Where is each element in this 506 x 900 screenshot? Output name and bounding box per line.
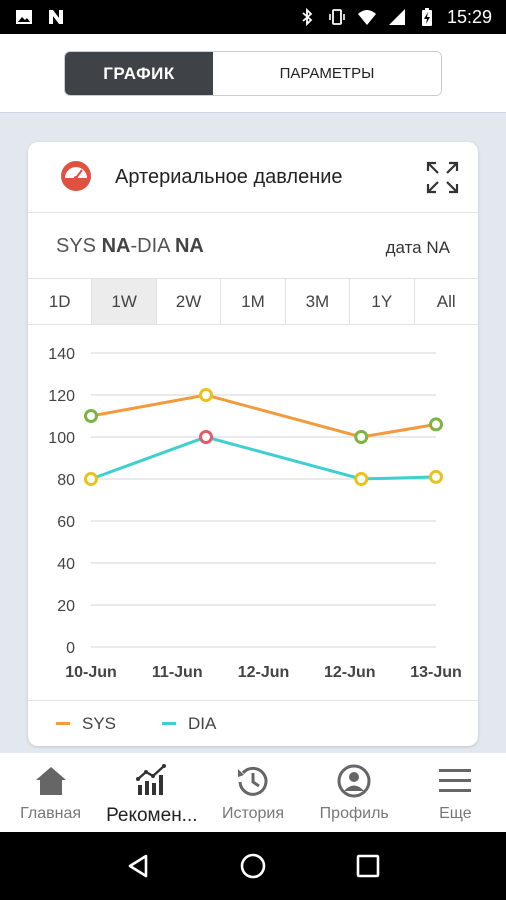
y-tick-label: 140 (48, 346, 75, 363)
nav-profile[interactable]: Профиль (304, 753, 405, 832)
x-tick-label: 10-Jun (65, 664, 117, 681)
recents-icon[interactable] (354, 852, 382, 880)
vibrate-icon (329, 9, 345, 25)
dia-value: NA (174, 235, 204, 257)
reading-date: дата NA (386, 238, 450, 258)
nav-history[interactable]: История (202, 753, 303, 832)
date-label: дата (385, 238, 422, 257)
nav-history-label: История (221, 805, 285, 822)
system-nav-bar (0, 832, 506, 900)
y-tick-label: 120 (48, 388, 75, 405)
legend-label-dia: DIA (188, 713, 217, 733)
card-title: Артериальное давление (115, 166, 343, 188)
data-point-dia (429, 469, 443, 484)
y-tick-label: 40 (57, 556, 75, 573)
blood-pressure-card: Артериальное давление SYS NA-DIA NA дата… (28, 142, 478, 746)
legend-item-sys: SYS (56, 714, 116, 734)
y-tick-label: 0 (66, 640, 75, 657)
series-line-dia (90, 435, 437, 481)
top-bar: ГРАФИК ПАРАМЕТРЫ (0, 34, 506, 113)
nav-more-label: Еще (439, 805, 472, 822)
legend-label-sys: SYS (82, 713, 117, 733)
range-3m[interactable]: 3M (286, 279, 351, 324)
chart-legend: SYS DIA (28, 700, 478, 746)
y-tick-label: 20 (57, 598, 75, 615)
view-tabs: ГРАФИК ПАРАМЕТРЫ (64, 51, 442, 96)
gauge-icon (61, 161, 91, 191)
nav-recommendations[interactable]: Рекомен... (101, 753, 202, 832)
menu-icon (439, 769, 472, 792)
range-1d[interactable]: 1D (28, 279, 93, 324)
data-point-dia (199, 430, 213, 444)
expand-icon[interactable] (426, 161, 459, 194)
readings-row: SYS NA-DIA NA дата NA (28, 213, 478, 279)
back-icon[interactable] (124, 852, 152, 880)
image-icon (16, 10, 32, 24)
n-app-icon (49, 10, 63, 24)
bp-reading: SYS NA-DIA NA (56, 235, 204, 258)
data-point-sys (354, 430, 369, 444)
data-point-sys (199, 388, 213, 402)
sys-label: SYS (56, 235, 97, 257)
range-2w[interactable]: 2W (157, 279, 222, 324)
range-selector: 1D 1W 2W 1M 3M 1Y All (28, 279, 478, 325)
wifi-icon (357, 10, 376, 25)
status-time: 15:29 (446, 6, 492, 27)
nav-home[interactable]: Главная (0, 753, 101, 832)
data-point-sys (84, 409, 98, 423)
nav-recommendations-label: Рекомен... (106, 805, 198, 826)
legend-swatch-dia (162, 722, 177, 725)
x-tick-label: 11-Jun (152, 664, 203, 681)
bp-line-chart: 0 20 40 60 80 100 120 140 10-Jun 11-Jun 12-Jun 12-J… (48, 346, 462, 681)
status-bar: 15:29 (0, 0, 506, 34)
sys-value: NA (101, 235, 131, 257)
y-tick-label: 100 (48, 430, 75, 447)
nav-profile-label: Профиль (319, 805, 389, 822)
tab-parameters[interactable]: ПАРАМЕТРЫ (213, 52, 441, 95)
range-1w[interactable]: 1W (92, 279, 157, 324)
home-icon (35, 767, 66, 795)
bluetooth-icon (302, 7, 313, 27)
legend-item-dia: DIA (162, 714, 216, 734)
profile-icon (337, 764, 371, 798)
x-tick-label: 12-Jun (324, 664, 376, 681)
history-icon (238, 766, 268, 796)
data-point-dia (354, 472, 369, 486)
reading-separator: - (130, 235, 138, 257)
y-tick-label: 60 (57, 514, 75, 531)
y-tick-label: 80 (57, 472, 75, 489)
range-all[interactable]: All (436, 291, 456, 311)
data-point-sys (429, 417, 443, 432)
dia-label: DIA (137, 235, 170, 257)
battery-charging-icon (421, 8, 432, 26)
date-value: NA (426, 238, 450, 257)
bar-chart-icon (135, 764, 166, 795)
data-point-dia (84, 472, 98, 486)
x-tick-label: 12-Jun (238, 664, 290, 681)
nav-more[interactable]: Еще (405, 753, 506, 832)
signal-icon (388, 9, 405, 25)
range-1y[interactable]: 1Y (350, 279, 415, 324)
card-header: Артериальное давление (28, 142, 478, 213)
tab-chart[interactable]: ГРАФИК (65, 52, 213, 95)
bottom-nav: Главная Рекомен... История Профиль Еще (0, 753, 506, 832)
nav-home-label: Главная (20, 805, 82, 822)
legend-swatch-sys (56, 722, 70, 725)
series-line-sys (90, 393, 437, 439)
range-1m[interactable]: 1M (221, 279, 286, 324)
home-circle-icon[interactable] (239, 852, 267, 880)
x-tick-label: 13-Jun (410, 664, 462, 681)
